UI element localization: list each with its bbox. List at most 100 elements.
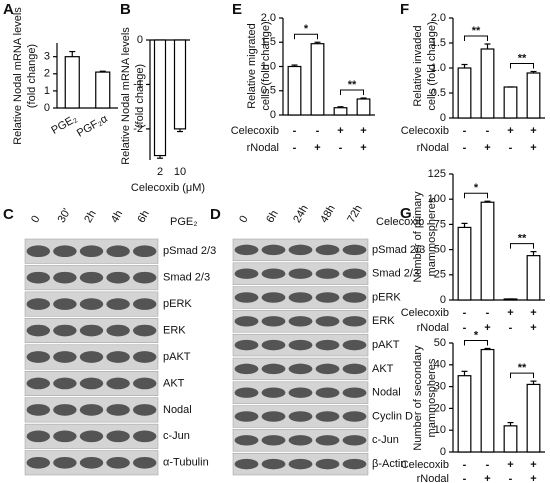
blot-band	[288, 363, 313, 375]
blot-band	[261, 458, 286, 470]
bar	[526, 255, 541, 301]
y-axis-label: Number of secondary	[412, 345, 424, 451]
lane-label: 6h	[135, 208, 152, 225]
y-tick-label: 30	[434, 381, 446, 393]
condition-sign: +	[484, 322, 490, 334]
blot-band	[342, 292, 367, 303]
y-tick-label: 2.0	[431, 12, 446, 24]
blot-band	[106, 245, 130, 258]
condition-sign: +	[360, 125, 366, 137]
y-tick-label: 20	[434, 402, 446, 414]
bar	[480, 48, 495, 119]
blot-band	[261, 363, 286, 375]
y-tick-label: 0.5	[261, 85, 276, 97]
bar	[457, 226, 472, 301]
blot-band	[26, 351, 51, 363]
significance-bracket	[340, 89, 364, 96]
condition-sign: -	[463, 142, 467, 154]
bar	[503, 425, 518, 453]
panel-label: F	[400, 1, 409, 18]
condition-sign: +	[507, 125, 513, 137]
blot-band	[288, 339, 313, 351]
blot-band	[26, 456, 51, 469]
blot-band	[315, 363, 340, 375]
condition-sign: -	[463, 459, 467, 471]
bar	[526, 383, 541, 453]
y-tick-label: 75	[434, 218, 446, 230]
condition-label: Celecoxib	[401, 125, 449, 137]
blot-band	[26, 377, 51, 390]
bar	[64, 56, 80, 109]
blot-band	[106, 377, 130, 390]
blot-band	[261, 244, 286, 256]
condition-label: rNodal	[247, 142, 279, 154]
blot-band	[106, 351, 130, 363]
y-axis-label: Relative Nodal mRNA levels	[12, 7, 24, 145]
bar	[480, 348, 495, 453]
y-axis-label: Relative invaded	[412, 25, 424, 106]
treatment-label: PGE₂	[170, 216, 198, 228]
condition-sign: +	[530, 473, 536, 483]
y-tick-label: 0	[440, 446, 446, 458]
row-label: β-Actin	[372, 458, 406, 470]
blot-band	[106, 456, 130, 469]
blot-band	[315, 292, 340, 303]
blot-band	[261, 316, 286, 327]
panel-label: C	[3, 206, 14, 223]
condition-sign: +	[507, 459, 513, 471]
condition-sign: -	[463, 125, 467, 137]
blot-band	[342, 316, 367, 327]
condition-sign: +	[507, 307, 513, 319]
blot-band	[79, 324, 104, 337]
x-axis-label: Celecoxib (μM)	[131, 182, 205, 194]
y-tick-label: 3	[44, 51, 50, 63]
blot-band	[132, 324, 157, 337]
condition-sign: -	[509, 142, 513, 154]
y-tick-label: 0	[440, 112, 446, 124]
row-label: Nodal	[372, 387, 401, 399]
blot-band	[234, 411, 259, 422]
y-tick-label: 2.0	[261, 12, 276, 24]
condition-sign: -	[339, 142, 343, 154]
bar	[310, 43, 325, 116]
blot-band	[288, 387, 313, 398]
significance-bracket	[510, 63, 534, 69]
blot-band	[342, 387, 367, 398]
blot-band	[106, 404, 130, 416]
blot-band	[26, 430, 51, 443]
row-label: AKT	[372, 363, 394, 375]
lane-label: 0	[29, 214, 42, 225]
blot-band	[234, 244, 259, 256]
blot-band	[342, 339, 367, 351]
condition-sign: +	[530, 322, 536, 334]
blot-band	[315, 244, 340, 256]
significance-bracket	[294, 33, 318, 40]
condition-sign: -	[293, 142, 297, 154]
y-axis-label: cells (fold change)	[260, 21, 272, 110]
condition-label: rNodal	[417, 322, 449, 334]
y-tick-label: 1.0	[431, 62, 446, 74]
condition-label: rNodal	[417, 473, 449, 483]
condition-sign: +	[314, 142, 320, 154]
bar	[356, 98, 371, 116]
row-label: ERK	[372, 315, 395, 327]
y-axis-label: Number of primary	[412, 191, 424, 283]
blot-band	[315, 435, 340, 446]
y-axis-label: cells (fold change)	[426, 21, 438, 110]
blot-band	[342, 411, 367, 422]
condition-sign: +	[337, 125, 343, 137]
blot-band	[79, 456, 104, 469]
y-tick-label: 2	[44, 68, 50, 80]
blot-band	[53, 324, 77, 337]
row-label: c-Jun	[163, 430, 190, 442]
blot-band	[234, 292, 259, 303]
significance-label: *	[474, 329, 479, 341]
blot-band	[261, 411, 286, 422]
blot-band	[79, 298, 104, 310]
blot-band	[234, 339, 259, 351]
condition-label: Celecoxib	[401, 459, 449, 471]
condition-sign: -	[486, 459, 490, 471]
significance-bracket	[510, 243, 534, 249]
significance-label: **	[472, 25, 481, 37]
condition-sign: +	[360, 142, 366, 154]
